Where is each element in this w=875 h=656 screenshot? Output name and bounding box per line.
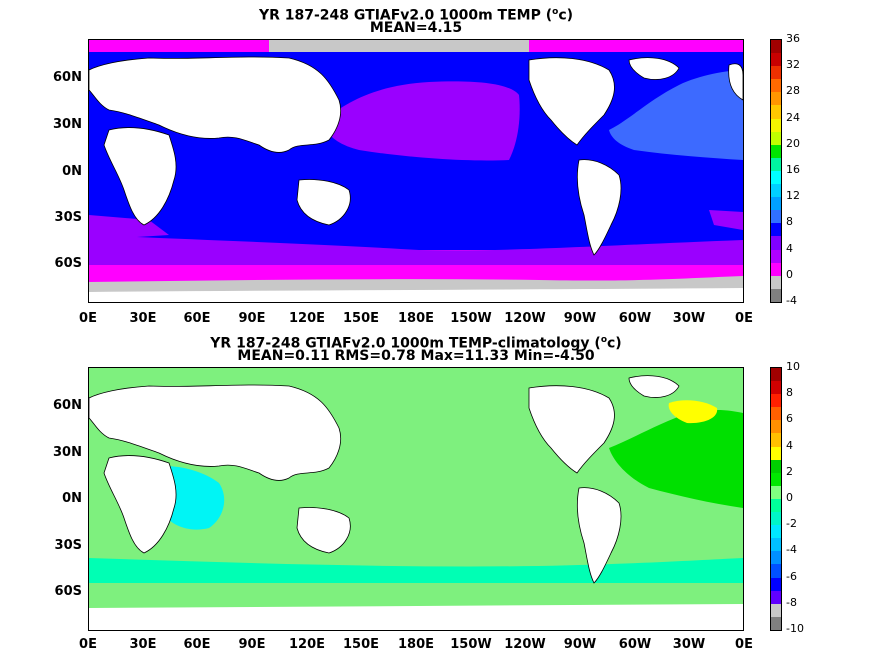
- colorbar-label: 0: [786, 267, 793, 281]
- colorbar-label: -10: [786, 622, 804, 635]
- colorbar-swatch: [771, 407, 781, 421]
- colorbar-label: -8: [786, 595, 797, 609]
- top-colorbar: [770, 39, 782, 303]
- colorbar-swatch: [771, 79, 781, 93]
- colorbar-swatch: [771, 394, 781, 408]
- bottom-labrador-hot-spot: [668, 400, 718, 424]
- colorbar-label: 0: [786, 491, 793, 504]
- colorbar-swatch: [771, 197, 781, 211]
- colorbar-swatch: [771, 433, 781, 447]
- colorbar-swatch: [771, 170, 781, 185]
- bottom-lat-label-60s: 60S: [54, 584, 82, 599]
- colorbar-swatch: [771, 262, 781, 276]
- colorbar-label: 8: [786, 215, 793, 229]
- colorbar-label: 8: [786, 386, 793, 400]
- colorbar-swatch: [771, 525, 781, 539]
- top-australia: [296, 179, 351, 226]
- top-greenland: [628, 57, 680, 80]
- top-south-america: [576, 159, 622, 256]
- colorbar-label: 4: [786, 438, 793, 452]
- bottom-lat-label-30n: 30N: [53, 445, 82, 460]
- colorbar-swatch: [771, 53, 781, 67]
- colorbar-swatch: [771, 564, 781, 578]
- top-africa: [103, 127, 177, 226]
- colorbar-label: -4: [786, 543, 797, 557]
- colorbar-swatch: [771, 275, 781, 289]
- colorbar-label: 10: [786, 360, 800, 373]
- bottom-lat-label-60n: 60N: [53, 398, 82, 413]
- colorbar-swatch: [771, 577, 781, 591]
- colorbar-swatch: [771, 105, 781, 119]
- colorbar-label: 6: [786, 412, 793, 426]
- bottom-colorbar: [770, 367, 782, 631]
- colorbar-swatch: [771, 446, 781, 460]
- colorbar-swatch: [771, 603, 781, 617]
- colorbar-swatch: [771, 381, 781, 395]
- colorbar-swatch: [771, 616, 781, 630]
- colorbar-label: -6: [786, 569, 797, 583]
- colorbar-swatch: [771, 236, 781, 250]
- top-lat-label-0n: 0N: [62, 164, 82, 179]
- top-southern-purple-band: [89, 235, 743, 265]
- colorbar-label: 32: [786, 58, 800, 72]
- colorbar-swatch: [771, 249, 781, 263]
- top-map-title: YR 187-248 GTIAFv2.0 1000m TEMP (oc): [258, 7, 574, 24]
- top-north-pacific: [324, 81, 520, 161]
- colorbar-swatch: [771, 210, 781, 224]
- top-lat-label-30n: 30N: [53, 117, 82, 132]
- bottom-map-subtitle: MEAN=0.11 RMS=0.78 Max=11.33 Min=-4.50: [237, 348, 595, 364]
- bottom-continents: [89, 375, 680, 584]
- top-north-atlantic: [609, 70, 743, 160]
- colorbar-swatch: [771, 498, 781, 513]
- colorbar-swatch: [771, 590, 781, 604]
- colorbar-label: -4: [786, 294, 797, 307]
- bottom-map-svg: [89, 368, 743, 630]
- colorbar-swatch: [771, 118, 781, 132]
- colorbar-swatch: [771, 551, 781, 565]
- colorbar-label: 4: [786, 241, 793, 255]
- colorbar-swatch: [771, 288, 781, 302]
- colorbar-swatch: [771, 512, 781, 526]
- colorbar-swatch: [771, 144, 781, 158]
- colorbar-swatch: [771, 92, 781, 106]
- top-map-plot: [88, 39, 744, 303]
- colorbar-swatch: [771, 40, 781, 54]
- bottom-lat-label-30s: 30S: [54, 538, 82, 553]
- bottom-north-atlantic-anomaly: [609, 409, 743, 508]
- colorbar-label: 20: [786, 136, 800, 150]
- top-continents: [89, 56, 743, 256]
- colorbar-swatch: [771, 368, 781, 382]
- colorbar-swatch: [771, 157, 781, 171]
- colorbar-swatch: [771, 223, 781, 237]
- top-lat-label-60n: 60N: [53, 70, 82, 85]
- top-lat-label-60s: 60S: [54, 256, 82, 271]
- colorbar-label: 16: [786, 163, 800, 176]
- colorbar-label: 28: [786, 84, 800, 98]
- colorbar-label: 12: [786, 189, 800, 203]
- colorbar-label: 36: [786, 32, 800, 45]
- bottom-lat-label-0n: 0N: [62, 491, 82, 506]
- colorbar-swatch: [771, 184, 781, 198]
- colorbar-label: 24: [786, 110, 800, 124]
- colorbar-label: 2: [786, 464, 793, 478]
- bottom-antarctic: [89, 604, 743, 630]
- colorbar-swatch: [771, 420, 781, 434]
- colorbar-swatch: [771, 538, 781, 552]
- bottom-southern-band: [89, 558, 743, 583]
- colorbar-swatch: [771, 485, 781, 499]
- top-eurasia: [89, 56, 342, 153]
- colorbar-swatch: [771, 131, 781, 145]
- colorbar-swatch: [771, 66, 781, 80]
- top-north-america: [528, 57, 615, 146]
- colorbar-swatch: [771, 472, 781, 486]
- colorbar-label: -2: [786, 517, 797, 531]
- bottom-map-plot: [88, 367, 744, 631]
- top-lat-label-30s: 30S: [54, 210, 82, 225]
- bottom-map-title: YR 187-248 GTIAFv2.0 1000m TEMP-climatol…: [210, 335, 622, 352]
- colorbar-swatch: [771, 459, 781, 473]
- top-map-subtitle: MEAN=4.15: [369, 20, 463, 36]
- top-map-svg: [89, 40, 743, 302]
